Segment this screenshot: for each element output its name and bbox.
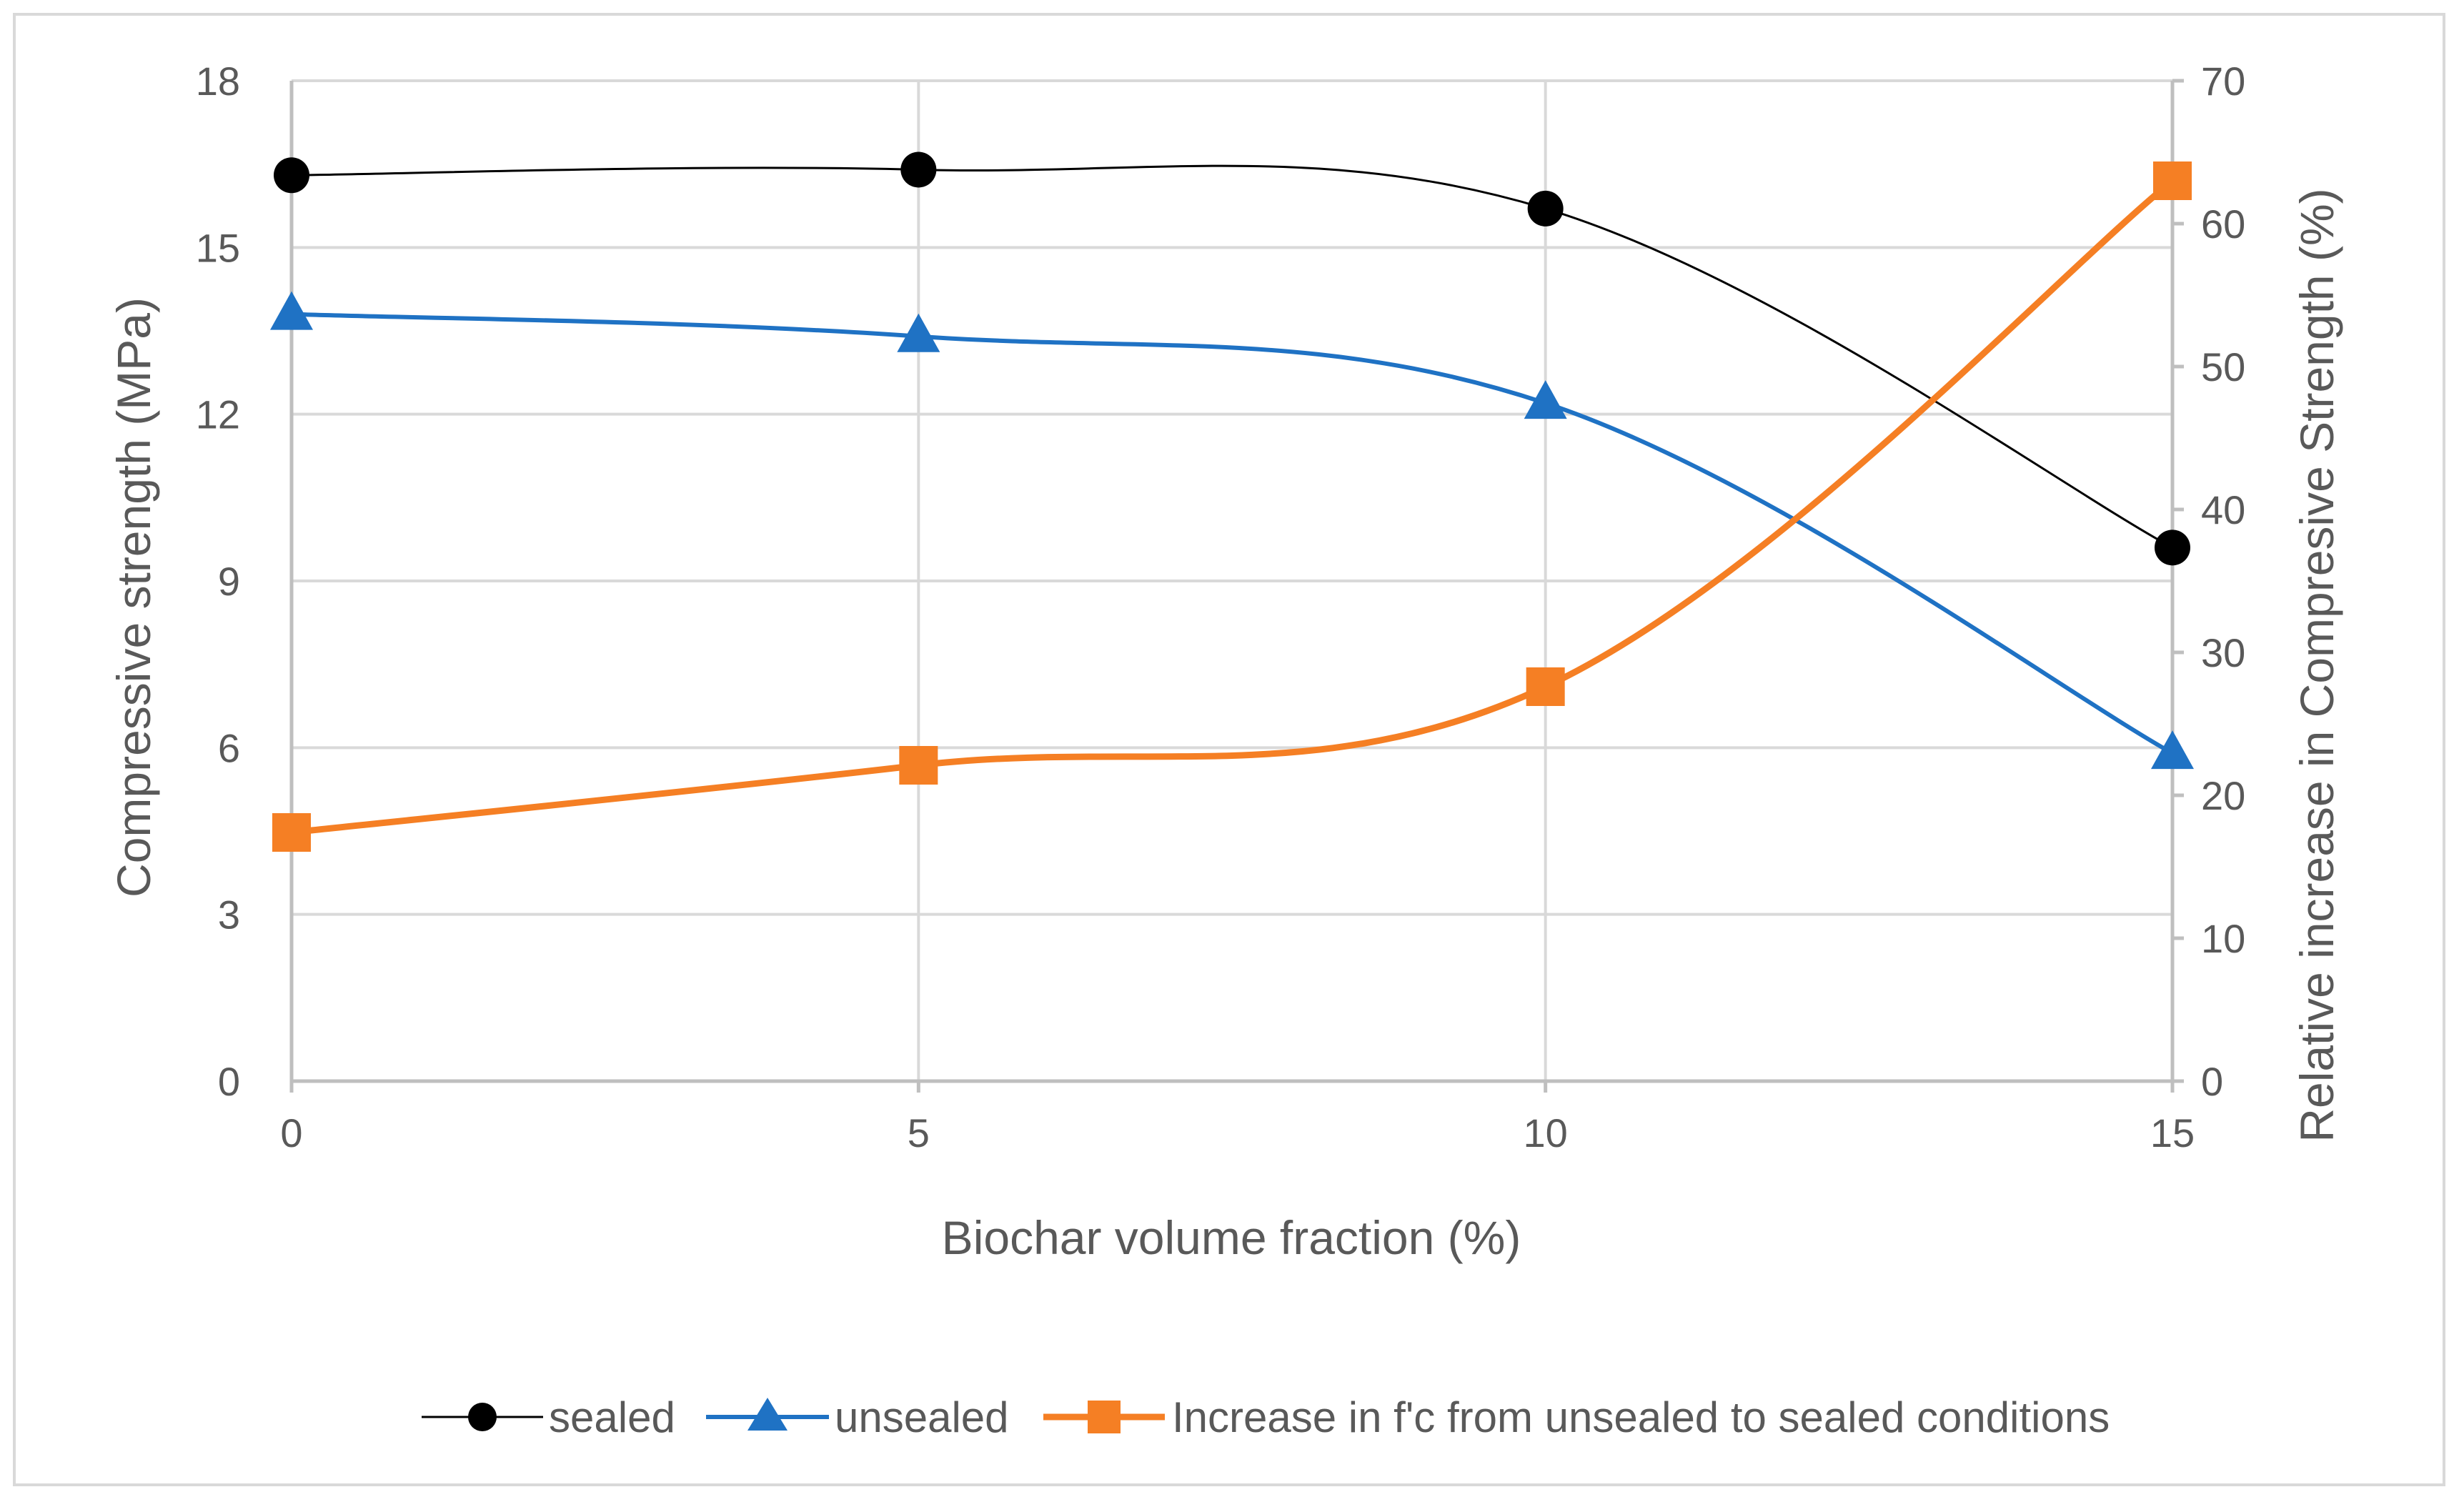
legend-entry-sealed: sealed <box>422 1393 675 1441</box>
y2-tick-label: 50 <box>2201 344 2245 389</box>
data-point-unsealed <box>270 291 313 330</box>
y2-tick-label: 30 <box>2201 630 2245 675</box>
y-tick-label: 0 <box>218 1059 240 1104</box>
data-point-increase <box>1526 667 1565 706</box>
legend-label-sealed: sealed <box>549 1393 675 1441</box>
y-axis-title: Compressive strength (MPa) <box>107 297 160 897</box>
y-tick-label: 15 <box>196 225 240 270</box>
legend: sealed unsealed Increase in f'c from uns… <box>422 1393 2110 1441</box>
y2-tick-label: 60 <box>2201 202 2245 247</box>
series-line-unsealed <box>291 312 2174 755</box>
axes <box>289 79 2184 1093</box>
y2-tick-label: 0 <box>2201 1059 2223 1104</box>
data-point-increase <box>2153 161 2192 200</box>
series-line-increase <box>291 178 2175 836</box>
data-point-increase <box>272 813 311 852</box>
x-tick-label: 5 <box>908 1110 930 1155</box>
legend-marker-sealed <box>468 1403 497 1431</box>
legend-label-increase: Increase in f'c from unsealed to sealed … <box>1172 1393 2110 1441</box>
legend-entry-unsealed: unsealed <box>706 1393 1009 1441</box>
y2-tick-label: 20 <box>2201 773 2245 818</box>
data-point-unsealed <box>897 313 940 352</box>
y2-tick-label: 70 <box>2201 59 2245 104</box>
data-point-unsealed <box>1524 380 1567 419</box>
data-point-sealed <box>2155 529 2190 566</box>
legend-entry-increase: Increase in f'c from unsealed to sealed … <box>1043 1393 2110 1441</box>
legend-marker-unsealed <box>747 1398 788 1431</box>
data-point-sealed <box>1527 190 1564 227</box>
data-point-unsealed <box>2151 730 2194 770</box>
data-point-sealed <box>900 151 937 188</box>
x-tick-label: 15 <box>2150 1110 2195 1155</box>
y-tick-label: 12 <box>196 392 240 437</box>
y-tick-label: 6 <box>218 725 240 770</box>
x-tick-label: 0 <box>280 1110 302 1155</box>
y-tick-label: 3 <box>218 892 240 937</box>
y2-axis-title: Relative increase in Compresive Strength… <box>2290 188 2343 1142</box>
y-tick-label: 9 <box>218 559 240 604</box>
series-line-sealed <box>291 164 2173 549</box>
tick-labels: 0 3 6 9 12 15 18 0 10 20 30 40 50 60 70 0 5 10 15 <box>196 59 2246 1155</box>
x-tick-label: 10 <box>1524 1110 1568 1155</box>
series-layer <box>270 151 2194 852</box>
data-point-increase <box>899 746 938 785</box>
legend-marker-increase <box>1088 1401 1121 1433</box>
y2-tick-label: 10 <box>2201 916 2245 961</box>
x-axis-title: Biochar volume fraction (%) <box>942 1211 1521 1264</box>
y-tick-label: 18 <box>196 59 240 104</box>
y2-tick-label: 40 <box>2201 487 2245 532</box>
legend-label-unsealed: unsealed <box>835 1393 1009 1441</box>
chart-frame <box>13 13 2445 1486</box>
data-point-sealed <box>274 157 309 194</box>
gridlines <box>290 79 2174 1081</box>
